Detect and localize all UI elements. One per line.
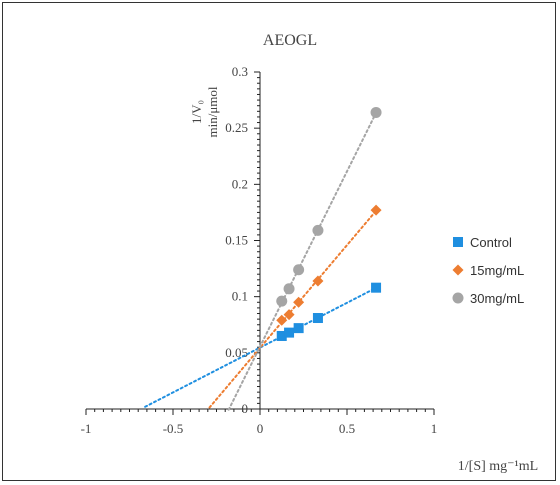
y-tick-label: 0.2 (232, 176, 248, 191)
legend-label: 15mg/mL (470, 262, 525, 278)
x-axis-label: 1/[S] mg⁻¹mL (458, 459, 538, 474)
data-point-15mg (370, 204, 382, 216)
y-tick-label: 0.15 (225, 233, 248, 248)
y-tick-label: 0 (242, 401, 249, 416)
x-tick-label: -0.5 (163, 421, 184, 436)
data-point-control (284, 327, 295, 338)
trendlines (144, 111, 378, 411)
legend-label: 30mg/mL (470, 290, 525, 306)
data-point-15mg (283, 309, 295, 321)
chart-frame (2, 2, 556, 481)
legend-item-15mg: 15mg/mL (452, 256, 557, 284)
circle-marker-icon (452, 292, 464, 304)
x-tick-label: -1 (81, 421, 92, 436)
legend: Control 15mg/mL 30mg/mL (452, 228, 557, 312)
data-point-control (312, 313, 323, 324)
diamond-marker-icon (452, 264, 464, 276)
data-point-control (276, 330, 287, 341)
data-points (276, 106, 382, 341)
y-axis-label-units: min/μmol (205, 86, 220, 137)
axes: -1 -0.5 0 0.5 1 0 0.05 0.1 0.15 0.2 0.25 0.3 (81, 64, 438, 436)
x-tick-label: 0 (257, 421, 264, 436)
y-tick-label: 0.25 (225, 120, 248, 135)
square-marker-icon (453, 237, 463, 247)
data-point-30mg (293, 264, 305, 276)
data-point-control (371, 282, 382, 293)
data-point-30mg (276, 295, 288, 307)
y-tick-label: 0.3 (232, 64, 248, 79)
trendline-1 (208, 209, 378, 409)
y-axis-label: 1/V₀ min/μmol (189, 86, 220, 137)
y-tick-label: 0.05 (225, 345, 248, 360)
legend-item-30mg: 30mg/mL (452, 284, 557, 312)
x-tick-label: 0.5 (339, 421, 355, 436)
legend-label: Control (470, 234, 512, 250)
data-point-15mg (312, 275, 324, 287)
legend-item-control: Control (452, 228, 557, 256)
data-point-15mg (276, 314, 288, 326)
y-tick-label: 0.1 (232, 289, 248, 304)
data-point-30mg (283, 283, 295, 295)
chart-title: AEOGL (263, 32, 317, 49)
data-point-30mg (370, 106, 382, 118)
trendline-2 (227, 111, 378, 411)
y-axis-label-main: 1/V₀ (189, 100, 204, 124)
data-point-15mg (293, 296, 305, 308)
x-tick-label: 1 (431, 421, 438, 436)
data-point-control (293, 323, 304, 334)
data-point-30mg (312, 224, 324, 236)
